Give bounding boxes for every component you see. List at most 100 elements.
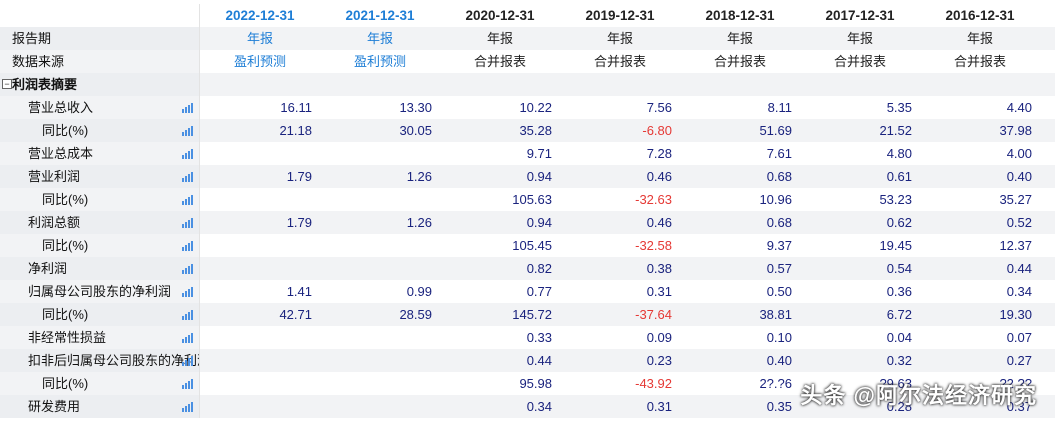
- value-cell: 0.46: [646, 215, 672, 230]
- chart-bar-icon[interactable]: [182, 356, 193, 366]
- watermark: 头条 @阿尔法经济研究: [800, 383, 1037, 408]
- value-cell: ?2.??: [999, 376, 1032, 391]
- chart-bar-icon[interactable]: [182, 149, 193, 159]
- value-cell: [320, 326, 440, 349]
- value-cell: 105.63: [512, 192, 552, 207]
- section-label-cell[interactable]: − 利润表摘要: [0, 73, 200, 96]
- value-cell: ?9.63: [879, 376, 912, 391]
- row-label-cell[interactable]: 研发费用: [0, 395, 200, 418]
- row-label-cell[interactable]: 营业总成本: [0, 142, 200, 165]
- table-row: 净利润 0.82 0.38 0.57 0.54 0.44: [0, 257, 1055, 280]
- value-cell: -37.64: [635, 307, 672, 322]
- value-cell: [200, 326, 320, 349]
- row-label-cell[interactable]: 同比(%): [0, 372, 200, 395]
- value-cell: 8.11: [767, 100, 792, 115]
- value-cell: 0.04: [886, 330, 912, 345]
- row-label-cell[interactable]: 营业利润: [0, 165, 200, 188]
- source-cell[interactable]: 盈利预测: [353, 54, 406, 69]
- row-label: 报告期: [12, 31, 52, 46]
- row-label-cell[interactable]: 同比(%): [0, 188, 200, 211]
- table-row: 归属母公司股东的净利润 1.41 0.99 0.77 0.31 0.50 0.36 0.34: [0, 280, 1055, 303]
- value-cell: 7.56: [646, 100, 672, 115]
- value-cell: 95.98: [519, 376, 552, 391]
- row-label: 同比(%): [42, 376, 89, 391]
- data-source-row: 数据来源 盈利预测 盈利预测 合并报表 合并报表 合并报表 合并报表 合并报表: [0, 50, 1055, 73]
- row-label-cell[interactable]: 同比(%): [0, 119, 200, 142]
- year-header[interactable]: 2019-12-31: [585, 8, 655, 23]
- year-header[interactable]: 2021-12-31: [345, 8, 415, 23]
- year-header[interactable]: 2016-12-31: [945, 8, 1015, 23]
- table-row: 营业总收入 16.11 13.30 10.22 7.56 8.11 5.35 4.40: [0, 96, 1055, 119]
- row-label: 研发费用: [28, 399, 81, 414]
- value-cell: 0.23: [646, 353, 672, 368]
- year-header[interactable]: 2017-12-31: [825, 8, 895, 23]
- chart-bar-icon[interactable]: [182, 310, 193, 320]
- value-cell: 35.28: [519, 123, 552, 138]
- value-cell: 1.79: [286, 215, 312, 230]
- value-cell: [320, 142, 440, 165]
- value-cell: [200, 395, 320, 418]
- value-cell: 0.34: [1006, 284, 1032, 299]
- value-cell: 10.22: [519, 100, 552, 115]
- chart-bar-icon[interactable]: [182, 264, 193, 274]
- value-cell: 0.68: [766, 215, 792, 230]
- row-label-cell[interactable]: 营业总收入: [0, 96, 200, 119]
- row-label-cell[interactable]: 利润总额: [0, 211, 200, 234]
- section-title: 利润表摘要: [12, 77, 78, 92]
- row-label: 营业利润: [28, 169, 81, 184]
- chart-bar-icon[interactable]: [182, 218, 193, 228]
- value-cell: -32.58: [635, 238, 672, 253]
- value-cell: 0.57: [766, 261, 792, 276]
- period-cell: 年报: [486, 31, 513, 46]
- year-header[interactable]: 2018-12-31: [705, 8, 775, 23]
- value-cell: 21.52: [879, 123, 912, 138]
- value-cell: 0.94: [526, 215, 552, 230]
- chart-bar-icon[interactable]: [182, 402, 193, 412]
- value-cell: 145.72: [512, 307, 552, 322]
- table-row: 非经常性损益 0.33 0.09 0.10 0.04 0.07: [0, 326, 1055, 349]
- row-label: 扣非后归属母公司股东的净利润: [28, 353, 200, 368]
- row-label-cell[interactable]: 同比(%): [0, 234, 200, 257]
- value-cell: 0.28: [886, 399, 912, 414]
- chart-bar-icon[interactable]: [182, 172, 193, 182]
- value-cell: 0.33: [526, 330, 552, 345]
- table-row: 营业利润 1.79 1.26 0.94 0.46 0.68 0.61 0.40: [0, 165, 1055, 188]
- value-cell: 42.71: [279, 307, 312, 322]
- value-cell: 19.30: [999, 307, 1032, 322]
- collapse-toggle-icon[interactable]: −: [2, 79, 12, 89]
- year-header[interactable]: 2020-12-31: [465, 8, 535, 23]
- source-cell[interactable]: 盈利预测: [233, 54, 286, 69]
- period-cell: 年报: [966, 31, 993, 46]
- row-label-cell[interactable]: 净利润: [0, 257, 200, 280]
- chart-bar-icon[interactable]: [182, 287, 193, 297]
- row-label-cell[interactable]: 归属母公司股东的净利润: [0, 280, 200, 303]
- value-cell: 37.98: [999, 123, 1032, 138]
- row-label: 同比(%): [42, 238, 89, 253]
- chart-bar-icon[interactable]: [182, 195, 193, 205]
- chart-bar-icon[interactable]: [182, 333, 193, 343]
- year-header[interactable]: 2022-12-31: [225, 8, 295, 23]
- period-cell: 年报: [366, 31, 393, 46]
- value-cell: 4.80: [886, 146, 912, 161]
- row-label: 净利润: [28, 261, 68, 276]
- chart-bar-icon[interactable]: [182, 103, 193, 113]
- row-label-cell[interactable]: 扣非后归属母公司股东的净利润: [0, 349, 200, 372]
- period-cell: 年报: [606, 31, 633, 46]
- chart-bar-icon[interactable]: [182, 126, 193, 136]
- row-label-cell[interactable]: 非经常性损益: [0, 326, 200, 349]
- period-cell: 年报: [726, 31, 753, 46]
- row-label: 归属母公司股东的净利润: [28, 284, 172, 299]
- value-cell: 19.45: [879, 238, 912, 253]
- chart-bar-icon[interactable]: [182, 379, 193, 389]
- value-cell: 1.26: [406, 215, 432, 230]
- period-cell: 年报: [846, 31, 873, 46]
- value-cell: 6.72: [886, 307, 912, 322]
- table-row: 研发费用 0.34 0.31 0.35 0.28 0.37: [0, 395, 1055, 418]
- value-cell: -6.80: [642, 123, 672, 138]
- row-label-cell[interactable]: 同比(%): [0, 303, 200, 326]
- value-cell: 0.27: [1006, 353, 1032, 368]
- value-cell: 21.18: [279, 123, 312, 138]
- value-cell: -43.92: [635, 376, 672, 391]
- chart-bar-icon[interactable]: [182, 241, 193, 251]
- value-cell: 0.62: [886, 215, 912, 230]
